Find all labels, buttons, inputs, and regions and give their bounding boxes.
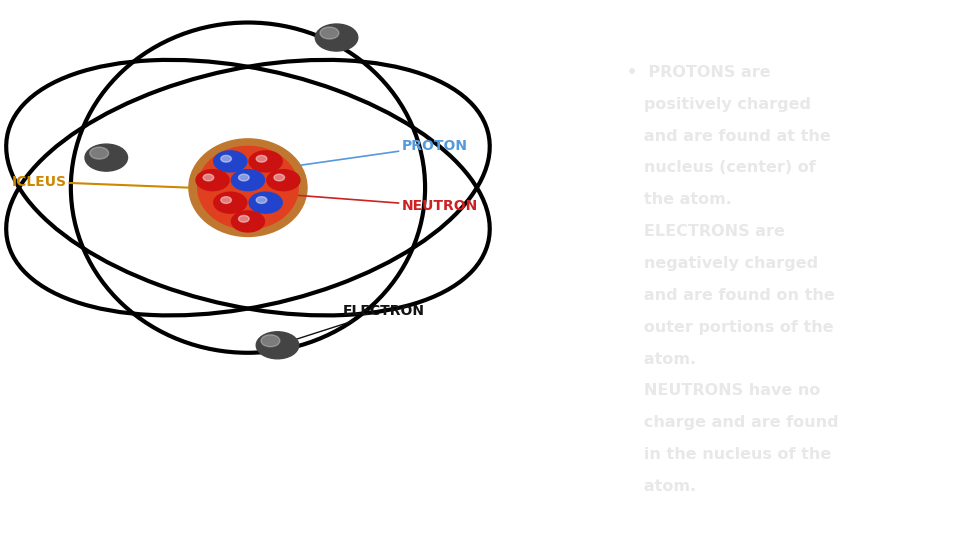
Text: and are found on the: and are found on the	[628, 288, 835, 303]
Circle shape	[204, 174, 214, 181]
Circle shape	[231, 170, 265, 191]
Text: in the nucleus of the: in the nucleus of the	[628, 447, 831, 462]
Circle shape	[231, 211, 265, 232]
Text: NEUTRON: NEUTRON	[296, 195, 478, 213]
Circle shape	[196, 170, 229, 191]
Circle shape	[221, 156, 231, 162]
Circle shape	[221, 197, 231, 204]
Circle shape	[214, 192, 247, 213]
Text: ELECTRONS are: ELECTRONS are	[628, 224, 785, 239]
Ellipse shape	[189, 139, 307, 237]
Circle shape	[274, 174, 284, 181]
Circle shape	[267, 170, 300, 191]
Text: •  PROTONS are: • PROTONS are	[628, 65, 771, 80]
Circle shape	[320, 27, 339, 39]
Text: charge and are found: charge and are found	[628, 415, 839, 430]
Text: ICLEUS: ICLEUS	[12, 175, 189, 189]
Text: NEUTRONS have no: NEUTRONS have no	[628, 383, 821, 399]
Text: atom.: atom.	[628, 479, 697, 494]
Ellipse shape	[315, 24, 358, 51]
Text: positively charged: positively charged	[628, 97, 811, 112]
Text: nucleus (center) of: nucleus (center) of	[628, 160, 816, 176]
Text: The Atom: The Atom	[331, 438, 518, 477]
Text: negatively charged: negatively charged	[628, 256, 819, 271]
Circle shape	[238, 215, 250, 222]
Ellipse shape	[256, 332, 299, 359]
Circle shape	[250, 151, 282, 172]
Circle shape	[214, 151, 247, 172]
Circle shape	[89, 147, 108, 159]
Ellipse shape	[198, 146, 299, 229]
Text: PROTON: PROTON	[301, 139, 468, 165]
Text: outer portions of the: outer portions of the	[628, 320, 834, 335]
Circle shape	[250, 192, 282, 213]
Text: the atom.: the atom.	[628, 192, 732, 207]
Circle shape	[256, 197, 267, 204]
Text: atom.: atom.	[628, 352, 697, 367]
Circle shape	[238, 174, 250, 181]
Circle shape	[261, 335, 280, 347]
Text: ELECTRON: ELECTRON	[281, 304, 424, 345]
Text: and are found at the: and are found at the	[628, 129, 831, 144]
Ellipse shape	[85, 144, 128, 171]
Circle shape	[256, 156, 267, 162]
